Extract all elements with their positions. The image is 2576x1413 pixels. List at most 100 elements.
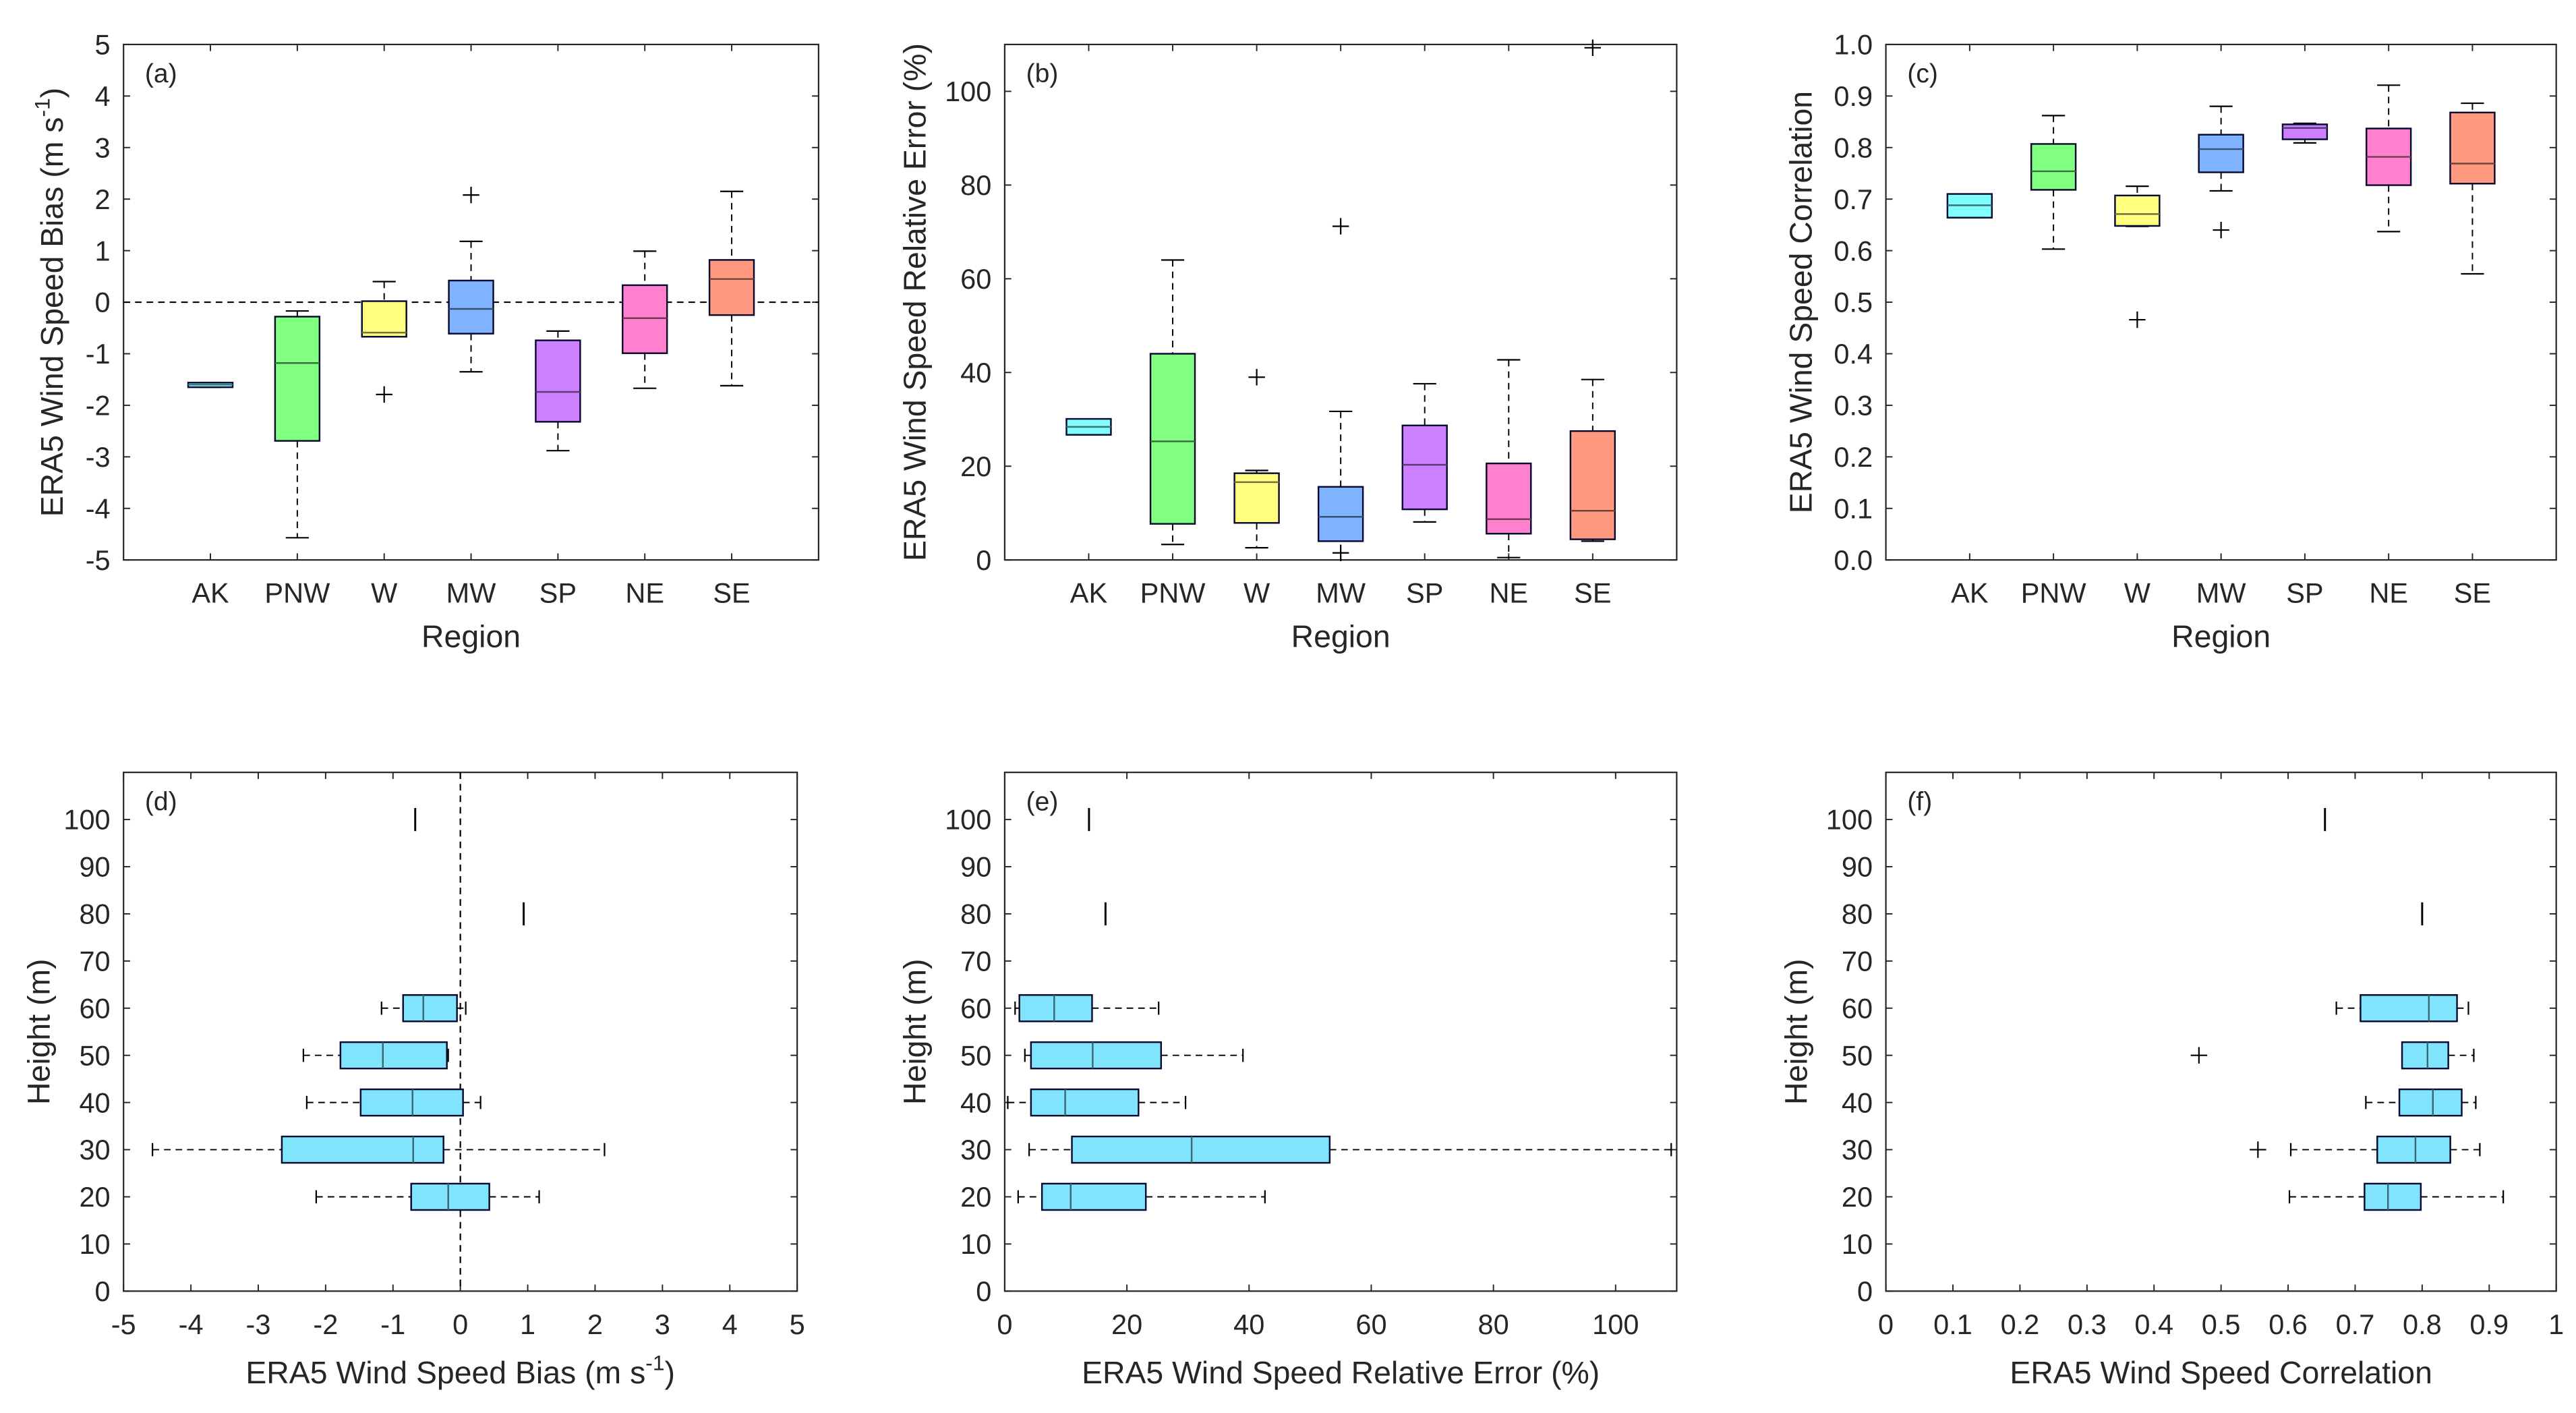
x-tick-label: 0.8 <box>2403 1308 2442 1340</box>
box-iqr <box>1149 353 1196 525</box>
box-W <box>2114 185 2161 328</box>
y-tick-label: -5 <box>86 544 111 576</box>
box-iqr <box>1233 472 1280 524</box>
box-iqr <box>2198 134 2244 173</box>
outlier-marker <box>2213 221 2229 239</box>
box-iqr <box>2360 994 2458 1022</box>
box-height-40 <box>305 1088 481 1117</box>
y-tick-label: 60 <box>960 263 991 295</box>
box-iqr <box>535 339 581 423</box>
box-iqr <box>1071 1135 1331 1164</box>
x-tick-label: SP <box>539 577 577 609</box>
x-tick-label: 40 <box>1233 1308 1264 1340</box>
box-PNW <box>2030 115 2077 250</box>
y-tick-label: 0.4 <box>1834 338 1873 370</box>
y-tick-label: 70 <box>79 946 110 977</box>
y-tick-label: 0.6 <box>1834 235 1873 266</box>
y-tick-label: 0.5 <box>1834 287 1873 318</box>
x-tick-label: 1 <box>2548 1308 2564 1340</box>
x-tick-label: 3 <box>655 1308 670 1340</box>
y-tick-label: 0 <box>1857 1275 1873 1307</box>
box-height-30 <box>152 1135 606 1164</box>
x-axis-label-superscript: -1 <box>645 1351 664 1375</box>
y-tick-label: 20 <box>960 451 991 482</box>
y-tick-label: 10 <box>79 1228 110 1260</box>
outlier-marker <box>1332 544 1349 561</box>
box-iqr <box>1030 1088 1140 1117</box>
box-iqr <box>2364 1182 2422 1211</box>
x-tick-label: SE <box>1574 577 1611 609</box>
x-axis-label: ERA5 Wind Speed Relative Error (%) <box>1082 1355 1600 1390</box>
axes-frame <box>1003 772 1678 1292</box>
box-iqr <box>281 1135 444 1164</box>
y-tick-label: 4 <box>95 80 111 112</box>
y-tick-label: 90 <box>1842 851 1873 883</box>
panel-f: (f) 0 10 20 30 40 50 60 70 80 90 100 Height (m) 0 0.1 0… <box>1778 772 2564 1390</box>
box-iqr <box>361 300 407 338</box>
x-tick-label: PNW <box>1140 577 1206 609</box>
panel-label: (e) <box>1026 787 1059 816</box>
y-tick-label: 0.3 <box>1834 390 1873 422</box>
x-tick-label: 0.7 <box>2336 1308 2375 1340</box>
box-height-20 <box>1017 1182 1266 1211</box>
y-tick-label: 80 <box>960 898 991 930</box>
outlier-marker <box>1584 39 1602 56</box>
x-tick-label: SE <box>713 577 750 609</box>
y-tick-label: 100 <box>63 804 110 836</box>
y-tick-label: 20 <box>79 1181 110 1213</box>
y-tick-label: 3 <box>95 132 111 163</box>
y-tick-label: 50 <box>79 1039 110 1071</box>
panel-label: (c) <box>1907 59 1938 88</box>
box-SE <box>708 190 755 386</box>
y-axis-label: Height (m) <box>1778 959 1813 1105</box>
x-tick-label: 2 <box>587 1308 603 1340</box>
outlier-marker <box>1332 218 1349 235</box>
box-AK <box>1065 417 1112 436</box>
x-tick-label: 0 <box>1878 1308 1894 1340</box>
x-tick-label: W <box>1243 577 1270 609</box>
y-tick-label: 0.7 <box>1834 183 1873 215</box>
x-axis-label-text: ERA5 Wind Speed Relative Error (%) <box>1082 1355 1600 1390</box>
y-tick-label: 40 <box>79 1087 110 1118</box>
box-iqr <box>2030 143 2077 191</box>
box-SE <box>2449 102 2496 275</box>
x-tick-label: PNW <box>2021 577 2087 609</box>
x-tick-label: SP <box>2286 577 2323 609</box>
box-MW <box>2198 105 2244 239</box>
box-iqr <box>1041 1182 1147 1211</box>
y-tick-label: 40 <box>960 357 991 388</box>
panel-b: (b) 0 20 40 60 80 100 ERA5 Wind Speed Relative … <box>898 39 1678 654</box>
y-tick-label: 100 <box>945 804 991 836</box>
box-PNW <box>1149 259 1196 546</box>
box-iqr <box>1018 994 1093 1022</box>
y-axis-label: ERA5 Wind Speed Correlation <box>1784 91 1819 513</box>
box-W <box>1233 369 1280 549</box>
box-height-20 <box>315 1182 540 1211</box>
y-tick-label: 10 <box>960 1228 991 1260</box>
y-tick-label: 0 <box>976 544 991 576</box>
y-tick-label: 60 <box>1842 992 1873 1024</box>
x-tick-label: 20 <box>1111 1308 1142 1340</box>
y-tick-label: 30 <box>79 1134 110 1165</box>
box-iqr <box>2401 1041 2449 1070</box>
panel-label: (a) <box>145 59 177 88</box>
y-tick-label: 100 <box>945 76 991 107</box>
x-tick-label: 4 <box>722 1308 738 1340</box>
x-tick-label: 5 <box>790 1308 805 1340</box>
x-axis-label: ERA5 Wind Speed Bias (m s-1) <box>245 1351 675 1391</box>
y-tick-label: 60 <box>79 992 110 1024</box>
x-tick-label: -3 <box>246 1308 271 1340</box>
panel-a: (a) -5 -4 -3 -2 -1 0 1 2 3 4 5 ERA5 Wind Speed Bias … <box>30 29 819 654</box>
x-tick-label: 0.3 <box>2068 1308 2107 1340</box>
outlier-marker <box>463 186 479 204</box>
box-height-20 <box>2288 1182 2505 1211</box>
box-height-60 <box>2335 994 2469 1022</box>
box-iqr <box>622 284 668 354</box>
panel-c: (c) 0.0 0.1 0.2 0.3 0.4 0.5 0.6 0.7 0.8 0.9 1.0 ERA5… <box>1784 29 2557 654</box>
x-axis-label-text: ERA5 Wind Speed Bias (m s <box>245 1355 645 1390</box>
box-iqr <box>1401 424 1448 511</box>
x-tick-label: MW <box>446 577 497 609</box>
x-axis-label: Region <box>1291 619 1391 654</box>
box-iqr <box>2398 1088 2463 1117</box>
y-tick-label: 20 <box>1842 1181 1873 1213</box>
